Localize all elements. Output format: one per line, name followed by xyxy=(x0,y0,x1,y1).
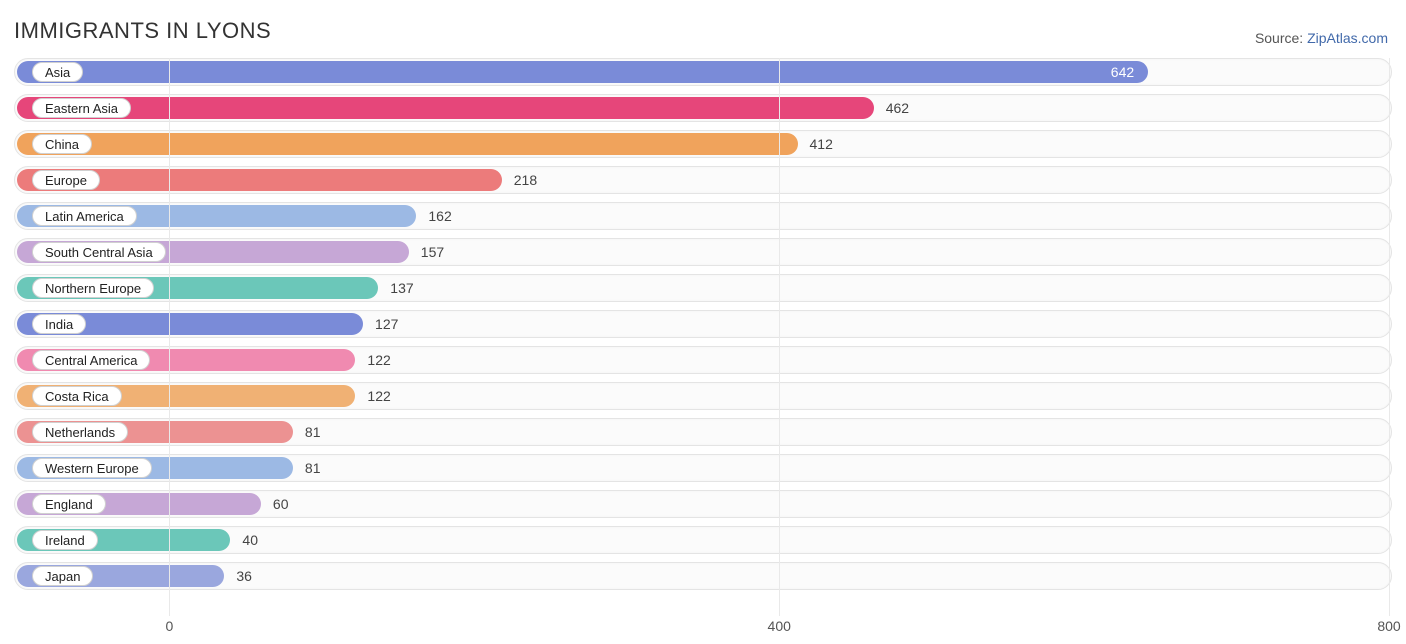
bar-label: China xyxy=(32,134,92,154)
bar-label: Ireland xyxy=(32,530,98,550)
bar-value: 162 xyxy=(428,202,451,230)
source-link[interactable]: ZipAtlas.com xyxy=(1307,30,1388,46)
x-axis-tick: 800 xyxy=(1377,618,1400,634)
bar-value: 127 xyxy=(375,310,398,338)
bar-label: Europe xyxy=(32,170,100,190)
bar-label: South Central Asia xyxy=(32,242,166,262)
bar-row: Europe 218 xyxy=(14,166,1392,194)
bar-label: Asia xyxy=(32,62,83,82)
bar-value: 642 xyxy=(1111,58,1134,86)
bar-value: 462 xyxy=(886,94,909,122)
bar-value: 157 xyxy=(421,238,444,266)
x-axis: 0400800 xyxy=(14,618,1392,636)
bar-fill xyxy=(17,61,1148,83)
bar-value: 40 xyxy=(242,526,258,554)
bar-value: 60 xyxy=(273,490,289,518)
bar-row: China 412 xyxy=(14,130,1392,158)
bar-value: 81 xyxy=(305,454,321,482)
bar-row: Costa Rica 122 xyxy=(14,382,1392,410)
bar-label: Western Europe xyxy=(32,458,152,478)
bar-label: Netherlands xyxy=(32,422,128,442)
bar-label: Costa Rica xyxy=(32,386,122,406)
bar-row: Eastern Asia 462 xyxy=(14,94,1392,122)
bar-label: Japan xyxy=(32,566,93,586)
bar-row: South Central Asia 157 xyxy=(14,238,1392,266)
bar-row: Netherlands 81 xyxy=(14,418,1392,446)
bar-row: Ireland 40 xyxy=(14,526,1392,554)
bar-value: 122 xyxy=(367,382,390,410)
chart-title: IMMIGRANTS IN LYONS xyxy=(14,18,271,44)
bar-label: Northern Europe xyxy=(32,278,154,298)
bar-value: 36 xyxy=(236,562,252,590)
bar-row: Japan 36 xyxy=(14,562,1392,590)
source-label: Source: xyxy=(1255,30,1307,46)
bar-row: Northern Europe 137 xyxy=(14,274,1392,302)
bar-value: 122 xyxy=(367,346,390,374)
chart-area: Asia 642 Eastern Asia 462 China 412 Europe 218 L… xyxy=(14,58,1392,614)
x-axis-tick: 0 xyxy=(166,618,174,634)
bar-label: Central America xyxy=(32,350,150,370)
bar-fill xyxy=(17,133,798,155)
x-axis-tick: 400 xyxy=(768,618,791,634)
bar-value: 218 xyxy=(514,166,537,194)
bar-value: 81 xyxy=(305,418,321,446)
gridline xyxy=(169,58,170,616)
bar-row: Western Europe 81 xyxy=(14,454,1392,482)
bar-value: 412 xyxy=(810,130,833,158)
bar-row: England 60 xyxy=(14,490,1392,518)
bar-label: England xyxy=(32,494,106,514)
bar-value: 137 xyxy=(390,274,413,302)
bar-fill xyxy=(17,97,874,119)
bar-label: India xyxy=(32,314,86,334)
gridline xyxy=(779,58,780,616)
bar-row: Latin America 162 xyxy=(14,202,1392,230)
bar-label: Eastern Asia xyxy=(32,98,131,118)
gridline xyxy=(1389,58,1390,616)
bar-label: Latin America xyxy=(32,206,137,226)
source-attribution: Source: ZipAtlas.com xyxy=(1255,30,1388,46)
bar-row: India 127 xyxy=(14,310,1392,338)
bar-row: Central America 122 xyxy=(14,346,1392,374)
bar-row: Asia 642 xyxy=(14,58,1392,86)
